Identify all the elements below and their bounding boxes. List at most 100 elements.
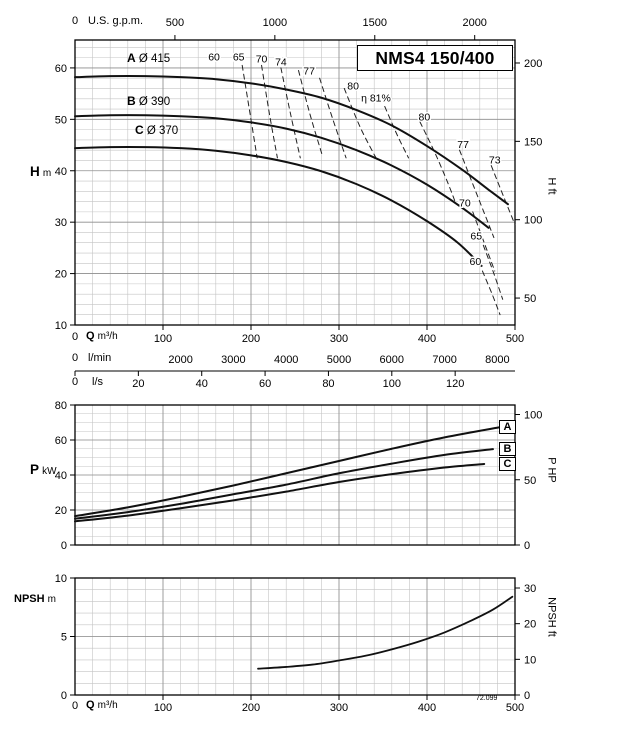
tick-label-h-ft: 200	[524, 58, 542, 70]
tick-label-q-bottom: 200	[242, 702, 260, 714]
power-axis-label-right: P HP	[545, 457, 558, 483]
tick-label-q-lmin: 3000	[221, 354, 245, 366]
tick-label-q-ls: 120	[446, 378, 464, 390]
efficiency-contour-70	[472, 211, 496, 272]
efficiency-label-65: 65	[233, 52, 245, 64]
tick-label-q-m3h: 500	[506, 333, 524, 345]
tick-label-p-kw: 0	[61, 540, 67, 552]
q-axis-unit-bottom: Q m³/h	[86, 699, 118, 712]
tick-label-npsh-ft: 0	[524, 690, 530, 702]
npsh-curve	[257, 595, 514, 670]
tick-label-p-hp: 100	[524, 410, 542, 422]
tick-label-q-lmin: 5000	[327, 354, 351, 366]
tick-label-p-kw: 60	[55, 435, 67, 447]
efficiency-label-60: 60	[208, 52, 220, 64]
efficiency-label-60: 60	[470, 256, 482, 268]
power-axis-symbol: P	[30, 462, 40, 477]
top-axis-zero: 0	[71, 15, 79, 27]
efficiency-contour-65	[482, 244, 504, 300]
tick-label-usgpm: 1000	[263, 17, 287, 29]
q-axis-symbol-bottom: Q	[86, 699, 95, 711]
efficiency-contour-77	[319, 77, 347, 159]
curve-label-C: C Ø 370	[135, 123, 179, 138]
efficiency-contour-η 81%	[384, 105, 410, 159]
tick-label-p-kw: 80	[55, 400, 67, 412]
head-axis-unit: m	[42, 168, 52, 179]
q-axis-symbol: Q	[86, 330, 95, 342]
power-curve-tag-C: C	[499, 457, 516, 471]
plot-border	[74, 39, 516, 326]
tick-label-h-m: 40	[55, 166, 67, 178]
tick-label-p-kw: 40	[55, 470, 67, 482]
lmin-axis-zero: 0	[71, 352, 79, 364]
tick-label-h-m: 10	[55, 320, 67, 332]
tick-label-p-hp: 0	[524, 540, 530, 552]
npsh-axis-label-left: NPSH m	[14, 593, 56, 606]
ls-axis-zero: 0	[71, 376, 79, 388]
tick-label-q-ls: 100	[383, 378, 401, 390]
top-axis-unit-usgpm: U.S. g.p.m.	[88, 15, 144, 27]
efficiency-contour-70	[280, 67, 301, 159]
tick-label-q-ls: 60	[259, 378, 271, 390]
power-curve-tag-B: B	[499, 442, 516, 456]
npsh-axis-symbol: NPSH	[14, 593, 45, 605]
efficiency-contour-74	[298, 69, 323, 156]
tick-label-q-bottom: 400	[418, 702, 436, 714]
pump-model-title: NMS4 150/400	[357, 45, 513, 71]
tick-label-q-lmin: 8000	[485, 354, 509, 366]
head-axis-label-right: H ft	[545, 177, 558, 195]
efficiency-contour-73	[490, 165, 516, 226]
power-curve-B	[74, 448, 494, 520]
tick-label-q-m3h: 100	[154, 333, 172, 345]
tick-label-npsh-ft: 10	[524, 654, 536, 666]
tick-label-q-ls: 80	[322, 378, 334, 390]
pump-curve-A	[74, 75, 509, 206]
tick-label-npsh-m: 10	[55, 573, 67, 585]
tick-label-h-m: 20	[55, 269, 67, 281]
curve-letter-A: A	[127, 51, 136, 65]
curve-letter-B: B	[127, 94, 136, 108]
efficiency-label-73: 73	[489, 154, 501, 166]
lmin-axis-unit: l/min	[88, 352, 112, 364]
tick-label-h-ft: 50	[524, 293, 536, 305]
efficiency-contour-65	[261, 64, 278, 159]
tick-label-q-lmin: 6000	[380, 354, 404, 366]
tick-label-q-ls: 20	[132, 378, 144, 390]
power-curve-A	[74, 425, 503, 518]
tick-label-npsh-m: 5	[61, 632, 67, 644]
tick-label-usgpm: 1500	[363, 17, 387, 29]
curve-diameter-C: Ø 370	[146, 125, 179, 137]
q-axis-zero-bottom: 0	[71, 700, 79, 712]
q-axis-unit-text-bottom: m³/h	[97, 700, 118, 711]
tick-label-p-hp: 50	[524, 475, 536, 487]
efficiency-contour-80	[419, 121, 457, 205]
tick-label-h-m: 30	[55, 217, 67, 229]
tick-label-q-lmin: 4000	[274, 354, 298, 366]
head-axis-label-left: H m	[30, 164, 51, 180]
curve-diameter-B: Ø 390	[138, 96, 171, 108]
tick-label-q-m3h: 200	[242, 333, 260, 345]
pump-curve-B	[74, 114, 490, 229]
tick-label-h-m: 60	[55, 63, 67, 75]
tick-label-q-m3h: 300	[330, 333, 348, 345]
curve-letter-C: C	[135, 123, 144, 137]
tick-label-h-ft: 100	[524, 215, 542, 227]
tick-label-q-m3h: 400	[418, 333, 436, 345]
tick-label-q-lmin: 2000	[168, 354, 192, 366]
efficiency-label-80: 80	[347, 80, 359, 92]
tick-label-q-bottom: 500	[506, 702, 524, 714]
tick-label-q-lmin: 7000	[432, 354, 456, 366]
efficiency-label-η 81%: η 81%	[361, 93, 391, 105]
power-axis-unit: kW	[42, 466, 57, 477]
tick-label-q-bottom: 300	[330, 702, 348, 714]
tick-label-usgpm: 2000	[462, 17, 486, 29]
efficiency-contour-80	[343, 87, 377, 159]
tick-label-npsh-ft: 30	[524, 583, 536, 595]
tick-label-h-m: 50	[55, 114, 67, 126]
ls-axis-unit: l/s	[92, 376, 103, 388]
head-axis-symbol: H	[30, 164, 40, 179]
tick-label-p-kw: 20	[55, 505, 67, 517]
tick-label-q-bottom: 100	[154, 702, 172, 714]
